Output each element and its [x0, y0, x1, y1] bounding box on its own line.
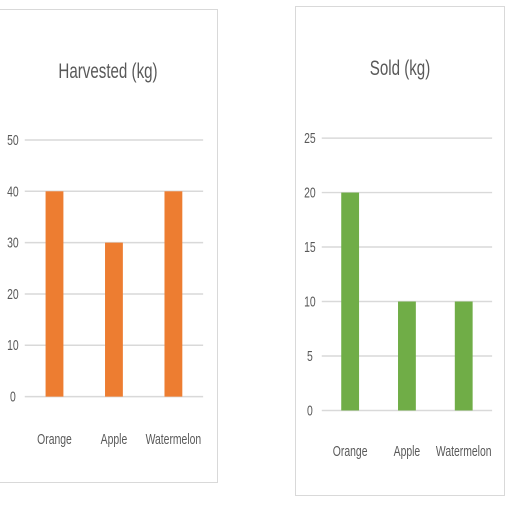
x-tick-label: Watermelon — [146, 430, 202, 447]
x-axis-labels: Orange Apple Watermelon — [37, 430, 201, 447]
chart-title: Harvested (kg) — [58, 60, 158, 83]
x-tick-label: Apple — [394, 442, 421, 459]
bar-apple — [398, 301, 416, 411]
bar-orange — [341, 192, 360, 411]
sold-chart-svg: 0 5 10 15 20 25 Orange Apple Watermelon — [304, 129, 493, 460]
bar-watermelon — [164, 191, 183, 397]
y-tick-label: 5 — [307, 347, 313, 364]
bars — [341, 192, 473, 411]
bars — [45, 191, 183, 397]
y-tick-label: 40 — [7, 182, 19, 199]
chart-title: Sold (kg) — [369, 57, 431, 80]
bar-watermelon — [454, 301, 473, 411]
y-axis-ticks: 0 10 20 30 40 50 — [7, 131, 19, 405]
x-tick-label: Apple — [101, 430, 128, 447]
y-tick-label: 50 — [7, 131, 19, 148]
y-axis-ticks: 0 5 10 15 20 25 — [304, 129, 316, 419]
x-tick-label: Orange — [37, 430, 72, 447]
y-tick-label: 0 — [10, 388, 16, 405]
bar-apple — [105, 242, 123, 397]
y-tick-label: 10 — [7, 336, 19, 353]
bar-orange — [45, 191, 64, 397]
x-axis-labels: Orange Apple Watermelon — [333, 442, 492, 459]
harvested-chart-svg: 0 10 20 30 40 50 Orange Apple Watermelon — [7, 131, 204, 448]
x-tick-label: Orange — [333, 442, 368, 459]
y-tick-label: 15 — [304, 238, 316, 255]
y-tick-label: 30 — [7, 234, 19, 251]
y-tick-label: 10 — [304, 293, 316, 310]
y-tick-label: 25 — [304, 129, 316, 146]
sold-chart-panel: Sold (kg) 0 5 10 15 20 25 Orange Apple Watermelo… — [295, 6, 505, 496]
y-tick-label: 0 — [307, 402, 313, 419]
y-tick-label: 20 — [304, 184, 316, 201]
harvested-chart-panel: Harvested (kg) 0 10 20 30 40 50 Orange Apple Wat… — [0, 9, 218, 483]
y-tick-label: 20 — [7, 285, 19, 302]
x-tick-label: Watermelon — [436, 442, 492, 459]
